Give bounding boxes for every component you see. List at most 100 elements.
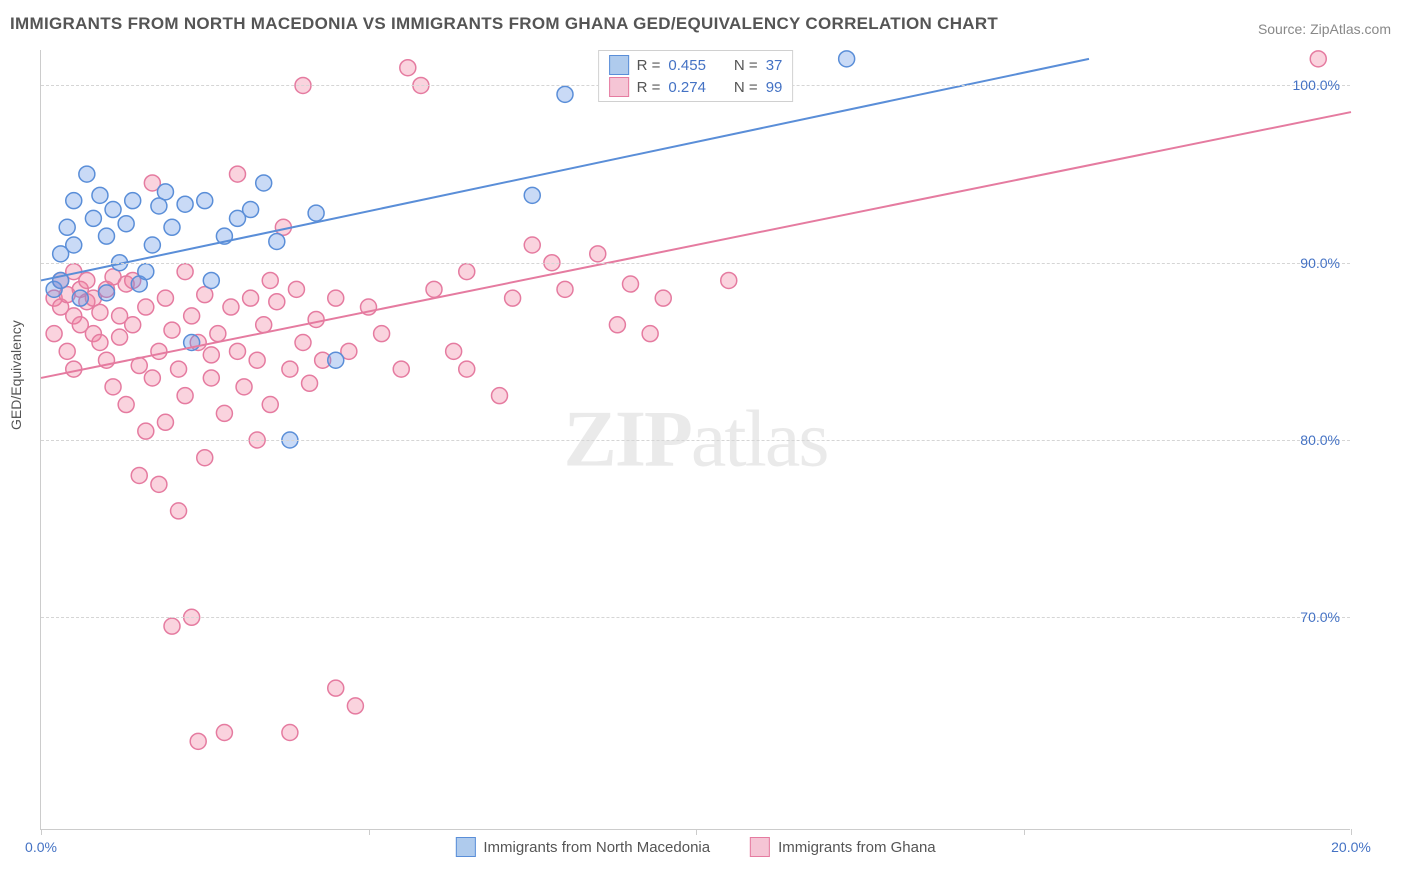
- n-value: 37: [766, 57, 783, 74]
- x-tick: [696, 829, 697, 835]
- legend-swatch-icon: [609, 77, 629, 97]
- scatter-point: [524, 237, 540, 253]
- scatter-point: [92, 335, 108, 351]
- x-tick-label: 20.0%: [1331, 839, 1371, 855]
- gridline: [41, 440, 1350, 441]
- r-label: R =: [637, 79, 661, 96]
- scatter-point: [557, 86, 573, 102]
- scatter-point: [112, 329, 128, 345]
- legend-swatch-icon: [750, 837, 770, 857]
- scatter-point: [623, 276, 639, 292]
- scatter-point: [99, 228, 115, 244]
- scatter-point: [223, 299, 239, 315]
- scatter-point: [59, 219, 75, 235]
- scatter-point: [505, 290, 521, 306]
- scatter-point: [446, 343, 462, 359]
- scatter-point: [230, 166, 246, 182]
- scatter-point: [190, 733, 206, 749]
- scatter-point: [1310, 51, 1326, 67]
- scatter-point: [66, 237, 82, 253]
- scatter-point: [151, 476, 167, 492]
- scatter-point: [157, 414, 173, 430]
- source-prefix: Source:: [1258, 21, 1310, 37]
- y-tick-label: 70.0%: [1300, 609, 1340, 625]
- source-attribution: Source: ZipAtlas.com: [1258, 21, 1391, 37]
- series-legend: Immigrants from North MacedoniaImmigrant…: [455, 837, 935, 857]
- series-legend-label: Immigrants from North Macedonia: [483, 839, 710, 856]
- scatter-point: [138, 299, 154, 315]
- scatter-point: [282, 361, 298, 377]
- gridline: [41, 617, 1350, 618]
- scatter-point: [721, 272, 737, 288]
- scatter-point: [839, 51, 855, 67]
- scatter-point: [66, 193, 82, 209]
- chart-title: IMMIGRANTS FROM NORTH MACEDONIA VS IMMIG…: [10, 14, 998, 34]
- scatter-point: [347, 698, 363, 714]
- series-legend-item: Immigrants from North Macedonia: [455, 837, 710, 857]
- correlation-legend-row: R =0.274N =99: [609, 77, 783, 97]
- correlation-legend: R = 0.455 N = 37 R =0.274N =99: [598, 50, 794, 102]
- scatter-point: [236, 379, 252, 395]
- scatter-point: [138, 423, 154, 439]
- scatter-point: [308, 205, 324, 221]
- scatter-point: [125, 193, 141, 209]
- scatter-point: [105, 379, 121, 395]
- gridline: [41, 263, 1350, 264]
- scatter-point: [459, 361, 475, 377]
- scatter-point: [138, 264, 154, 280]
- scatter-point: [262, 397, 278, 413]
- scatter-point: [118, 397, 134, 413]
- source-link[interactable]: ZipAtlas.com: [1310, 21, 1391, 37]
- scatter-point: [105, 202, 121, 218]
- scatter-point: [144, 237, 160, 253]
- y-axis-label: GED/Equivalency: [8, 320, 24, 430]
- scatter-point: [177, 196, 193, 212]
- scatter-point: [131, 467, 147, 483]
- scatter-point: [459, 264, 475, 280]
- scatter-point: [92, 187, 108, 203]
- scatter-point: [59, 343, 75, 359]
- scatter-point: [118, 216, 134, 232]
- scatter-point: [164, 618, 180, 634]
- scatter-point: [492, 388, 508, 404]
- correlation-legend-row: R =0.455N =37: [609, 55, 783, 75]
- scatter-point: [524, 187, 540, 203]
- scatter-point: [184, 308, 200, 324]
- trend-line: [41, 112, 1351, 378]
- scatter-point: [262, 272, 278, 288]
- r-label: R =: [637, 57, 661, 74]
- scatter-point: [256, 317, 272, 333]
- scatter-point: [328, 352, 344, 368]
- scatter-point: [302, 375, 318, 391]
- scatter-point: [590, 246, 606, 262]
- scatter-point: [210, 326, 226, 342]
- scatter-point: [655, 290, 671, 306]
- scatter-point: [177, 264, 193, 280]
- scatter-point: [46, 326, 62, 342]
- scatter-point: [249, 352, 265, 368]
- scatter-point: [151, 343, 167, 359]
- scatter-point: [243, 202, 259, 218]
- scatter-point: [144, 370, 160, 386]
- scatter-point: [393, 361, 409, 377]
- scatter-point: [85, 210, 101, 226]
- scatter-point: [243, 290, 259, 306]
- y-tick-label: 90.0%: [1300, 255, 1340, 271]
- scatter-point: [256, 175, 272, 191]
- scatter-point: [328, 680, 344, 696]
- scatter-point: [216, 405, 232, 421]
- x-tick: [1024, 829, 1025, 835]
- r-value: 0.455: [668, 57, 706, 74]
- scatter-point: [328, 290, 344, 306]
- scatter-point: [72, 290, 88, 306]
- scatter-point: [99, 285, 115, 301]
- legend-swatch-icon: [455, 837, 475, 857]
- n-label: N =: [734, 79, 758, 96]
- scatter-point: [230, 343, 246, 359]
- x-tick-label: 0.0%: [25, 839, 57, 855]
- scatter-point: [400, 60, 416, 76]
- plot-area: ZIPatlas R =0.455N =37R =0.274N =99 Immi…: [40, 50, 1350, 830]
- scatter-point: [288, 281, 304, 297]
- scatter-point: [79, 272, 95, 288]
- scatter-point: [197, 450, 213, 466]
